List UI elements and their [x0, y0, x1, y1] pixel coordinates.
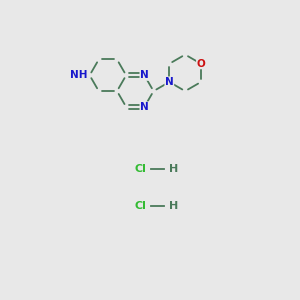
Text: N: N: [140, 102, 149, 112]
Text: N: N: [165, 77, 174, 87]
Text: H: H: [169, 201, 179, 211]
Text: Cl: Cl: [135, 164, 146, 174]
Text: H: H: [169, 164, 179, 174]
Text: N: N: [140, 70, 149, 80]
Text: O: O: [196, 59, 205, 69]
Text: Cl: Cl: [135, 201, 146, 211]
Text: NH: NH: [70, 70, 87, 80]
